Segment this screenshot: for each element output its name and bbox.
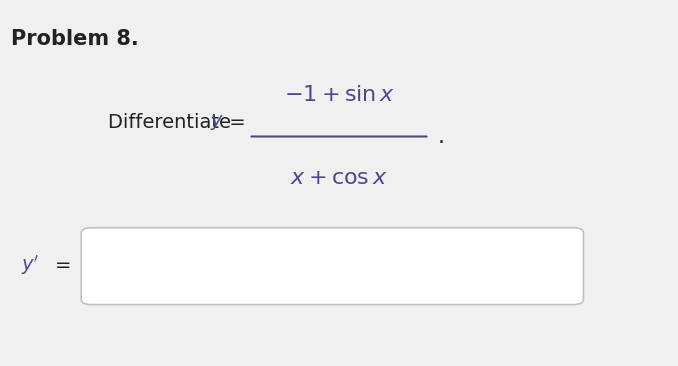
Text: $y'$: $y'$: [21, 253, 39, 277]
Text: .: .: [437, 127, 445, 146]
Text: $-1 + \sin x$: $-1 + \sin x$: [283, 85, 395, 105]
Text: =: =: [54, 256, 71, 275]
FancyBboxPatch shape: [81, 228, 584, 305]
Text: $y$: $y$: [210, 113, 224, 132]
Text: =: =: [223, 113, 252, 132]
Text: Problem 8.: Problem 8.: [11, 29, 138, 49]
Text: $x + \cos x$: $x + \cos x$: [290, 168, 388, 188]
Text: Differentiate: Differentiate: [108, 113, 237, 132]
